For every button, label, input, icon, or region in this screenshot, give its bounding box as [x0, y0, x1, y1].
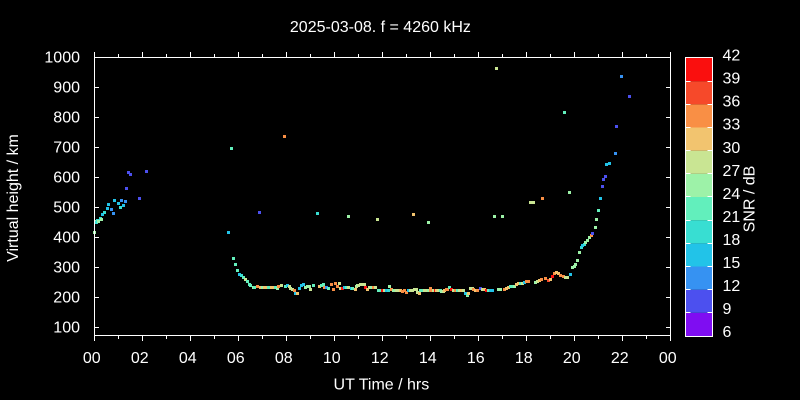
- svg-text:24: 24: [723, 186, 741, 203]
- svg-text:00: 00: [659, 350, 677, 367]
- svg-text:Virtual height / km: Virtual height / km: [5, 134, 22, 262]
- svg-text:14: 14: [419, 350, 437, 367]
- svg-text:900: 900: [53, 80, 80, 97]
- svg-text:500: 500: [53, 200, 80, 217]
- svg-text:200: 200: [53, 290, 80, 307]
- svg-text:02: 02: [131, 350, 149, 367]
- svg-text:08: 08: [275, 350, 293, 367]
- svg-text:39: 39: [723, 71, 741, 88]
- svg-text:22: 22: [611, 350, 629, 367]
- svg-text:700: 700: [53, 140, 80, 157]
- svg-text:36: 36: [723, 94, 741, 111]
- svg-text:12: 12: [723, 278, 741, 295]
- svg-text:18: 18: [723, 232, 741, 249]
- svg-text:06: 06: [227, 350, 245, 367]
- svg-text:800: 800: [53, 110, 80, 127]
- svg-text:9: 9: [723, 301, 732, 318]
- svg-text:SNR / dB: SNR / dB: [742, 166, 759, 233]
- svg-text:42: 42: [723, 48, 741, 65]
- svg-text:15: 15: [723, 255, 741, 272]
- svg-text:12: 12: [371, 350, 389, 367]
- svg-text:21: 21: [723, 209, 741, 226]
- svg-text:33: 33: [723, 117, 741, 134]
- svg-text:16: 16: [467, 350, 485, 367]
- svg-text:20: 20: [563, 350, 581, 367]
- svg-text:27: 27: [723, 163, 741, 180]
- svg-text:600: 600: [53, 170, 80, 187]
- svg-text:00: 00: [83, 350, 101, 367]
- svg-text:2025-03-08. f = 4260 kHz: 2025-03-08. f = 4260 kHz: [290, 19, 471, 36]
- svg-text:30: 30: [723, 140, 741, 157]
- svg-text:6: 6: [723, 324, 732, 341]
- svg-text:1000: 1000: [44, 50, 80, 67]
- svg-text:10: 10: [323, 350, 341, 367]
- svg-text:18: 18: [515, 350, 533, 367]
- svg-text:100: 100: [53, 320, 80, 337]
- svg-text:UT Time / hrs: UT Time / hrs: [334, 377, 430, 394]
- svg-text:04: 04: [179, 350, 197, 367]
- svg-text:400: 400: [53, 230, 80, 247]
- svg-text:300: 300: [53, 260, 80, 277]
